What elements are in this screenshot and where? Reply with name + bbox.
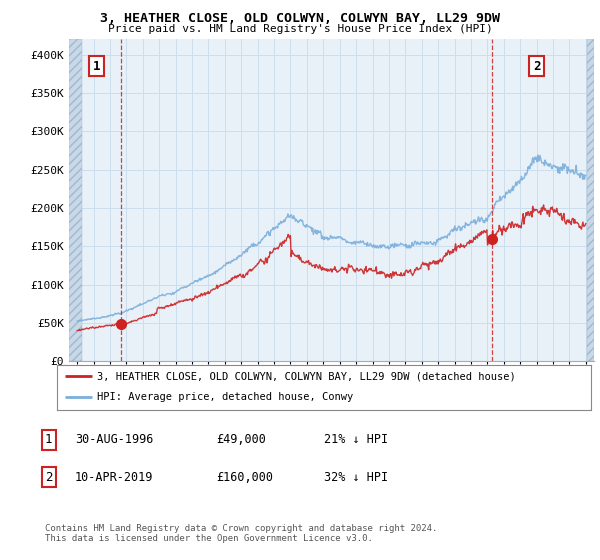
Text: 32% ↓ HPI: 32% ↓ HPI	[324, 470, 388, 484]
Text: Contains HM Land Registry data © Crown copyright and database right 2024.
This d: Contains HM Land Registry data © Crown c…	[45, 524, 437, 543]
Bar	[69, 39, 82, 361]
Text: £49,000: £49,000	[216, 433, 266, 446]
Text: 10-APR-2019: 10-APR-2019	[75, 470, 154, 484]
Text: 1: 1	[45, 433, 53, 446]
Text: 3, HEATHER CLOSE, OLD COLWYN, COLWYN BAY, LL29 9DW: 3, HEATHER CLOSE, OLD COLWYN, COLWYN BAY…	[100, 12, 500, 25]
Text: HPI: Average price, detached house, Conwy: HPI: Average price, detached house, Conw…	[97, 393, 353, 403]
Text: Price paid vs. HM Land Registry's House Price Index (HPI): Price paid vs. HM Land Registry's House …	[107, 24, 493, 34]
Text: 21% ↓ HPI: 21% ↓ HPI	[324, 433, 388, 446]
Text: 1: 1	[93, 59, 101, 73]
Text: 2: 2	[45, 470, 53, 484]
Bar	[587, 39, 594, 361]
Text: £160,000: £160,000	[216, 470, 273, 484]
Text: 2: 2	[533, 59, 541, 73]
Text: 30-AUG-1996: 30-AUG-1996	[75, 433, 154, 446]
Text: 3, HEATHER CLOSE, OLD COLWYN, COLWYN BAY, LL29 9DW (detached house): 3, HEATHER CLOSE, OLD COLWYN, COLWYN BAY…	[97, 371, 516, 381]
